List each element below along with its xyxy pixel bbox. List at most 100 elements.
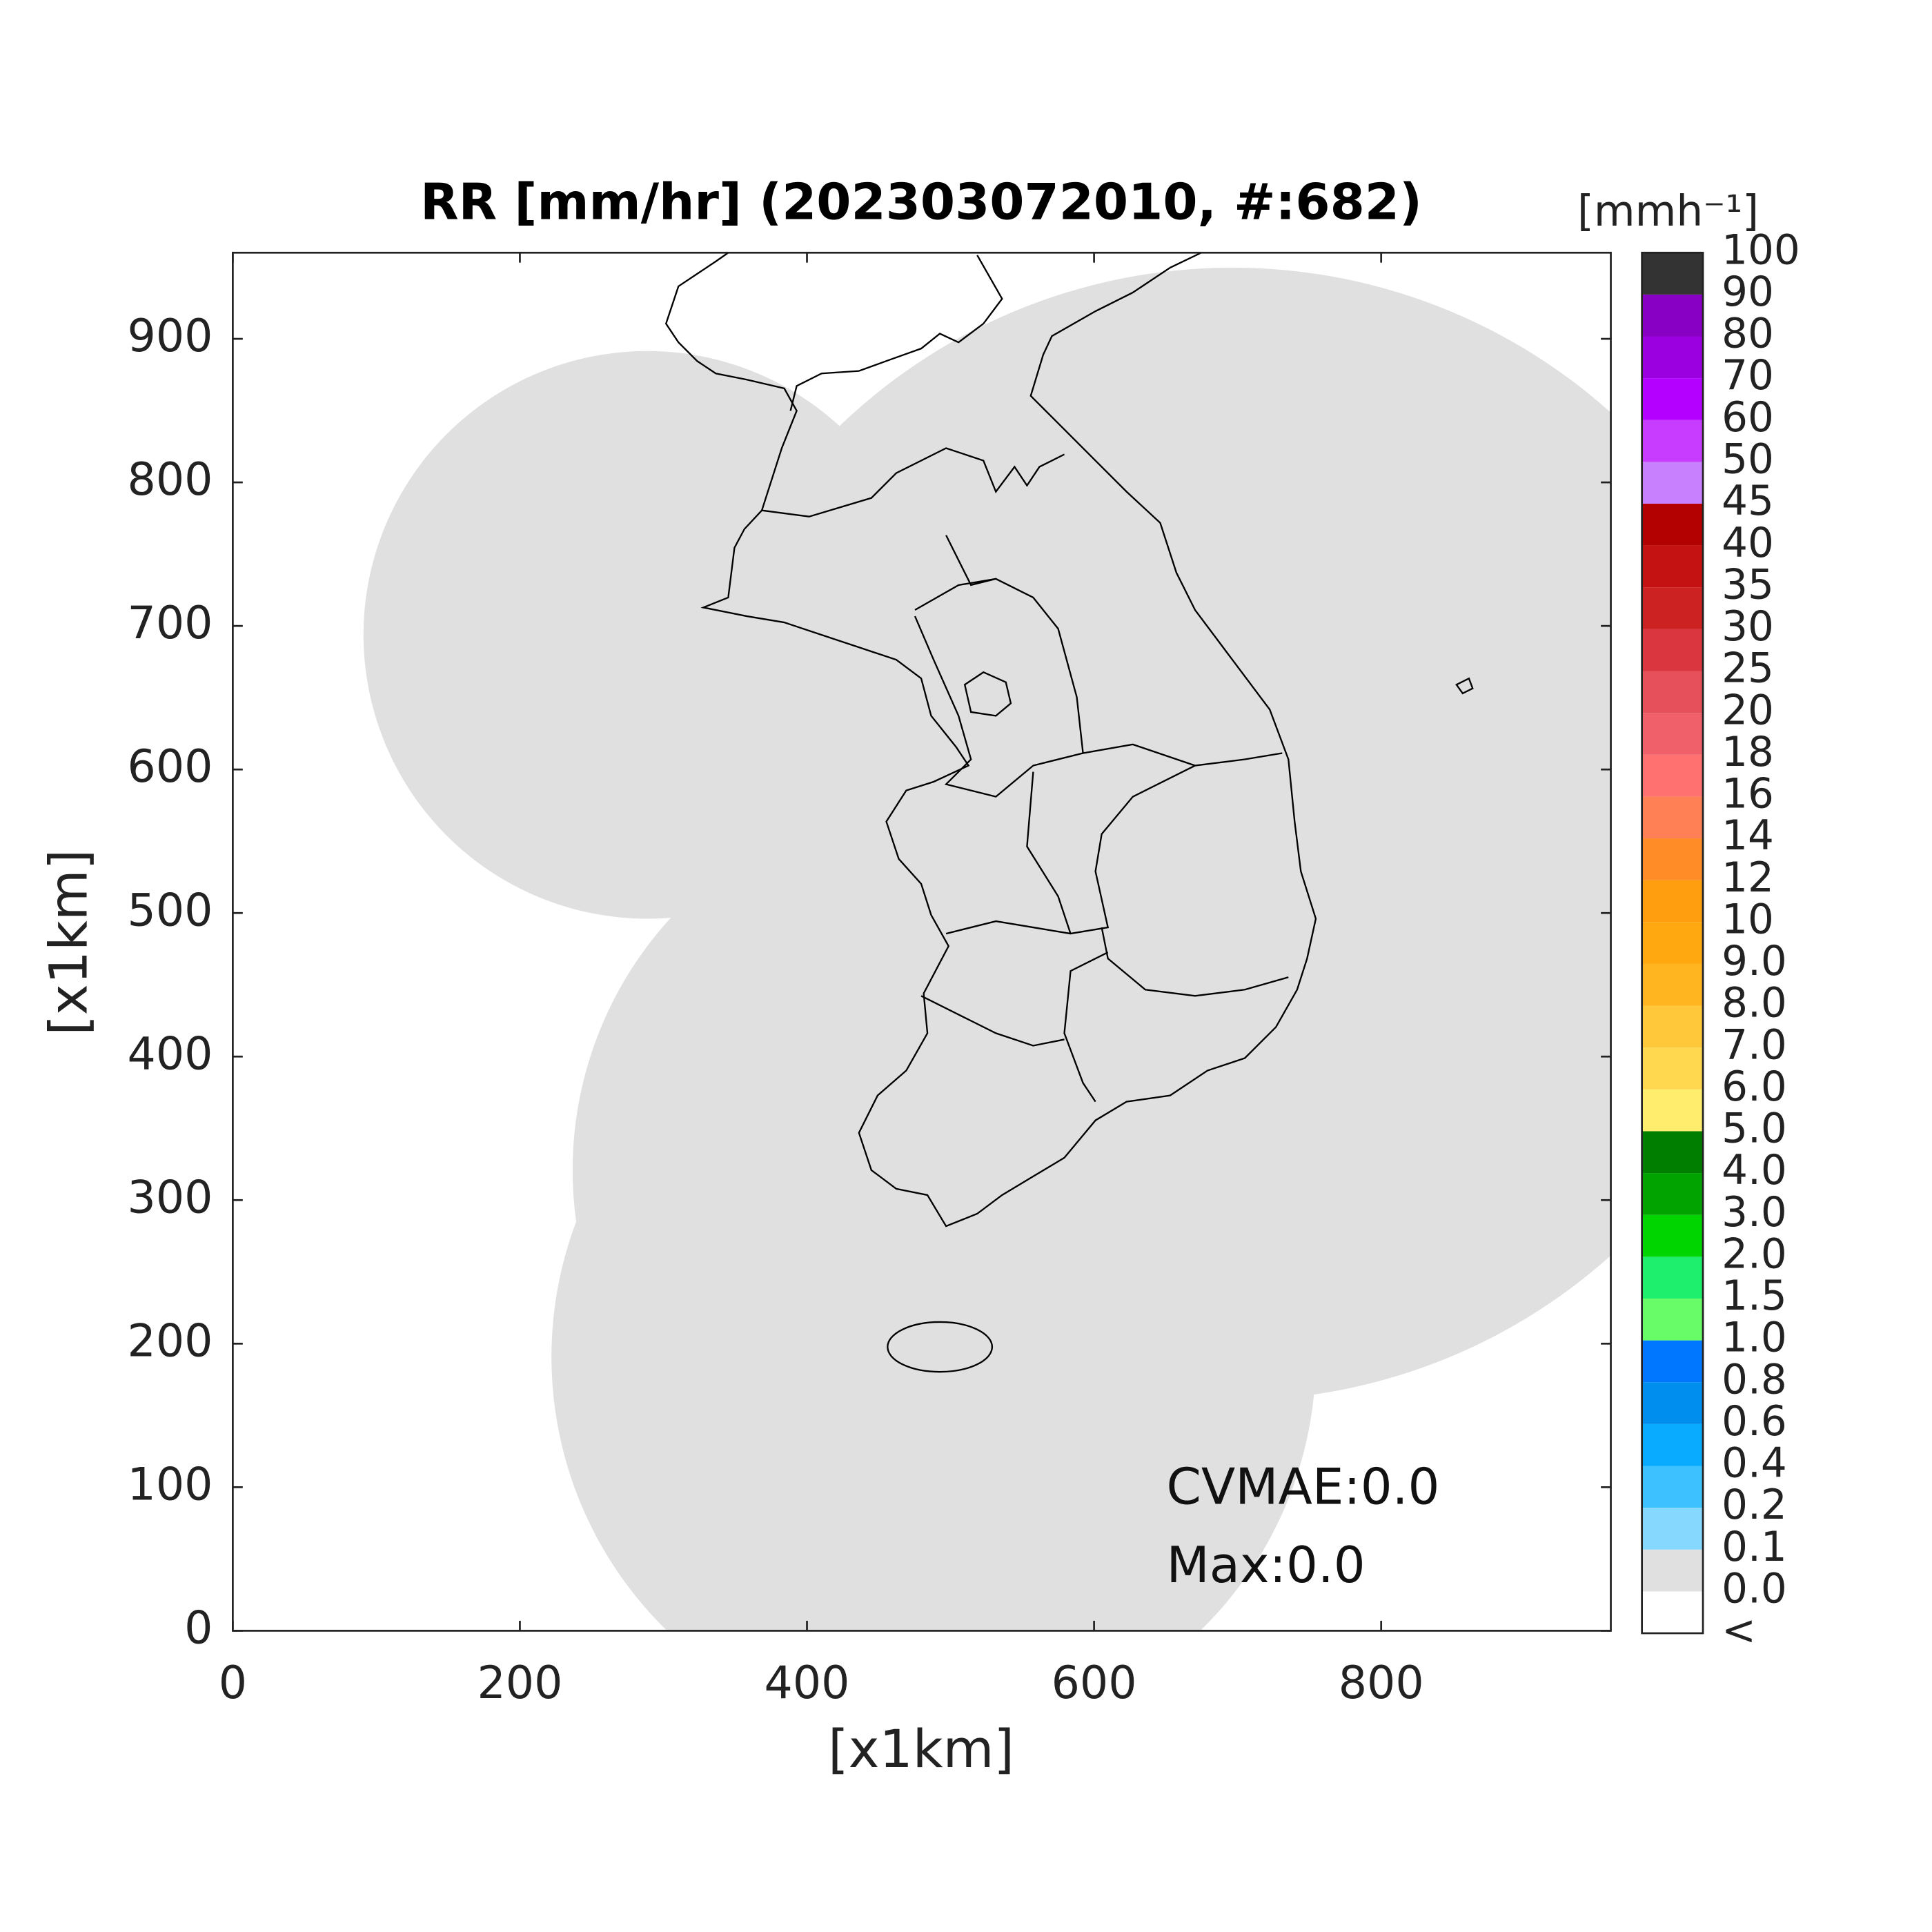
- colorbar-label: 1.0: [1722, 1314, 1787, 1362]
- colorbar-segment: [1642, 1089, 1704, 1132]
- y-tick-label: 100: [128, 1459, 213, 1510]
- colorbar-label: 4.0: [1722, 1147, 1787, 1194]
- colorbar-label: 60: [1722, 394, 1774, 442]
- x-tick-label: 800: [1339, 1657, 1424, 1709]
- colorbar-label: 10: [1722, 896, 1774, 943]
- colorbar-segment: [1642, 294, 1704, 337]
- coastlines: [664, 253, 1474, 1373]
- x-tick-label: 200: [477, 1657, 562, 1709]
- island: [1455, 677, 1474, 695]
- x-tick-label: 600: [1052, 1657, 1137, 1709]
- colorbar-segment: [1642, 504, 1704, 546]
- colorbar-label: 90: [1722, 268, 1774, 316]
- colorbar-segment: [1642, 545, 1704, 588]
- colorbar-label: 0.2: [1722, 1481, 1787, 1529]
- y-tick-label: 800: [128, 454, 213, 506]
- colorbar-segment: [1642, 1382, 1704, 1424]
- colorbar-segment: [1642, 1340, 1704, 1383]
- colorbar-label: 25: [1722, 645, 1774, 693]
- colorbar-label: 7.0: [1722, 1021, 1787, 1069]
- chart-title: RR [mm/hr] (202303072010, #:682): [420, 174, 1422, 232]
- colorbar-label: 0.4: [1722, 1440, 1787, 1488]
- colorbar-title: [mmh⁻¹]: [1577, 187, 1759, 236]
- colorbar-label: 45: [1722, 477, 1774, 525]
- colorbar-label: 5.0: [1722, 1105, 1787, 1153]
- colorbar-segment: [1642, 336, 1704, 379]
- colorbar-frame: [1641, 251, 1704, 1635]
- colorbar-segment: [1642, 1466, 1704, 1508]
- colorbar-segment: [1642, 1591, 1704, 1634]
- colorbar-segment: [1642, 796, 1704, 839]
- colorbar-label: 80: [1722, 310, 1774, 358]
- colorbar-label: 2.0: [1722, 1230, 1787, 1278]
- colorbar-segment: [1642, 963, 1704, 1006]
- colorbar-segment: [1642, 713, 1704, 755]
- colorbar-label: 6.0: [1722, 1063, 1787, 1111]
- colorbar-label: 30: [1722, 603, 1774, 651]
- y-tick-label: 900: [128, 310, 213, 362]
- colorbar-segment: [1642, 420, 1704, 462]
- colorbar-label: 35: [1722, 561, 1774, 609]
- y-tick-label: 300: [128, 1172, 213, 1223]
- island: [963, 671, 1012, 717]
- radar-coverage: [363, 268, 1611, 1631]
- y-tick-label: 500: [128, 885, 213, 936]
- y-axis-label: [x1km]: [39, 849, 99, 1036]
- colorbar-segment: [1642, 1423, 1704, 1466]
- colorbar-segment: [1642, 462, 1704, 504]
- colorbar-label: 16: [1722, 771, 1774, 818]
- island-jeju: [887, 1321, 994, 1373]
- colorbar-label: 8.0: [1722, 980, 1787, 1027]
- colorbar-segment: [1642, 378, 1704, 420]
- x-axis-label: [x1km]: [828, 1719, 1014, 1780]
- colorbar-segment: [1642, 1047, 1704, 1090]
- y-tick-label: 0: [184, 1602, 213, 1654]
- colorbar-segment: [1642, 1549, 1704, 1592]
- colorbar-segment: [1642, 922, 1704, 964]
- colorbar-segment: [1642, 253, 1704, 295]
- y-tick-label: 400: [128, 1028, 213, 1080]
- colorbar-segment: [1642, 1256, 1704, 1299]
- colorbar-label: 3.0: [1722, 1189, 1787, 1236]
- colorbar-label: 12: [1722, 854, 1774, 902]
- border: [789, 255, 1003, 411]
- colorbar-segment: [1642, 1005, 1704, 1048]
- x-tick-label: 400: [765, 1657, 850, 1709]
- colorbar-label: 0.1: [1722, 1524, 1787, 1571]
- colorbar-label: 50: [1722, 435, 1774, 483]
- colorbar-label: <: [1722, 1607, 1756, 1655]
- colorbar-label: 1.5: [1722, 1272, 1787, 1320]
- y-tick-label: 600: [128, 741, 213, 793]
- colorbar-segment: [1642, 629, 1704, 671]
- colorbar-label: 18: [1722, 729, 1774, 776]
- province-border: [914, 578, 1289, 1103]
- colorbar-label: 0.8: [1722, 1356, 1787, 1403]
- colorbar-label: 9.0: [1722, 938, 1787, 985]
- colorbar-label: 70: [1722, 352, 1774, 400]
- x-tick-label: 0: [219, 1657, 247, 1709]
- coastline: [664, 253, 1317, 1228]
- colorbar-segment: [1642, 1214, 1704, 1257]
- axes-frame: [232, 251, 1612, 1632]
- colorbar-segment: [1642, 754, 1704, 797]
- colorbar-segment: [1642, 1298, 1704, 1341]
- colorbar-segment: [1642, 1131, 1704, 1174]
- colorbar-segment: [1642, 587, 1704, 629]
- colorbar-label: 14: [1722, 812, 1774, 860]
- annotation: CVMAE:0.0: [1166, 1459, 1439, 1517]
- colorbar-segment: [1642, 1173, 1704, 1215]
- colorbar-segment: [1642, 671, 1704, 713]
- province-border: [761, 447, 1065, 518]
- colorbar-segment: [1642, 1508, 1704, 1550]
- colorbar-segment: [1642, 880, 1704, 923]
- colorbar-segment: [1642, 838, 1704, 880]
- y-tick-label: 200: [128, 1315, 213, 1367]
- annotation: Max:0.0: [1166, 1537, 1365, 1595]
- colorbar-label: 0.0: [1722, 1565, 1787, 1613]
- colorbar-label: 20: [1722, 687, 1774, 734]
- colorbar-label: 40: [1722, 520, 1774, 567]
- colorbar-label: 0.6: [1722, 1398, 1787, 1446]
- radar-circle: [551, 974, 1316, 1631]
